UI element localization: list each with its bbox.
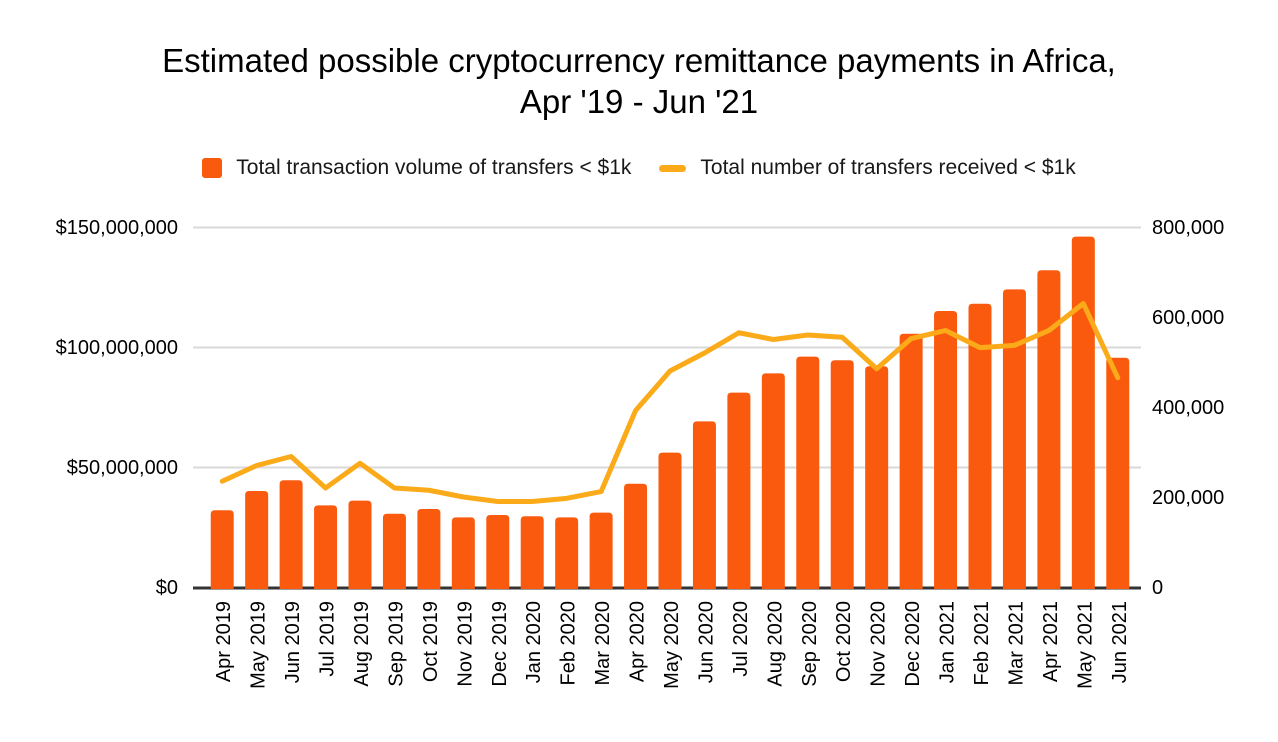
chart-title-line2: Apr '19 - Jun '21	[519, 83, 759, 120]
transfers-count-line	[219, 301, 1121, 504]
x-axis-month-label: Jul 2019	[317, 601, 339, 677]
x-axis-month-label: Jun 2020	[695, 601, 717, 683]
x-axis-month-label: Jun 2019	[282, 601, 304, 683]
bar-mar-2020	[589, 512, 613, 589]
legend-item-count: Total number of transfers received < $1k	[659, 156, 1076, 180]
left-axis-tick-label: $50,000,000	[67, 457, 178, 479]
x-axis-month-label: Nov 2019	[454, 601, 476, 687]
x-axis-month-label: Dec 2020	[902, 601, 924, 687]
legend: Total transaction volume of transfers < …	[0, 156, 1278, 180]
bar-oct-2020	[830, 360, 854, 589]
right-axis-tick-label: 600,000	[1152, 307, 1224, 329]
bar-series-swatch-icon	[202, 158, 223, 178]
x-axis-month-label: Sep 2019	[385, 601, 407, 687]
x-axis-month-label: Apr 2020	[627, 601, 649, 682]
x-axis-month-label: Jul 2020	[730, 601, 752, 677]
x-axis-month-label: May 2019	[248, 601, 270, 689]
x-axis-month-label: Jan 2021	[937, 601, 959, 683]
legend-item-volume: Total transaction volume of transfers < …	[202, 156, 631, 180]
x-axis-month-label: May 2021	[1074, 601, 1096, 689]
bar-feb-2020	[555, 517, 579, 589]
x-axis-month-label: Jan 2020	[523, 601, 545, 683]
bar-jun-2021	[1106, 357, 1130, 589]
bar-apr-2019	[210, 510, 234, 589]
x-axis-month-label: Jun 2021	[1109, 601, 1131, 683]
bar-jun-2020	[692, 421, 716, 589]
bar-jul-2020	[727, 392, 751, 589]
bar-nov-2019	[451, 517, 475, 589]
x-axis-month-label: Feb 2020	[558, 601, 580, 686]
bar-oct-2019	[417, 509, 441, 589]
legend-label-volume: Total transaction volume of transfers < …	[236, 156, 632, 179]
bar-jan-2020	[520, 516, 544, 589]
bar-jul-2019	[314, 505, 338, 589]
x-axis-month-label: Apr 2021	[1040, 601, 1062, 682]
x-axis-month-label: Apr 2019	[213, 601, 235, 682]
bar-feb-2021	[968, 303, 992, 589]
left-axis-tick-label: $100,000,000	[56, 337, 178, 359]
bar-may-2021	[1071, 236, 1095, 589]
bar-apr-2021	[1037, 270, 1061, 589]
bar-jan-2021	[934, 311, 958, 589]
bar-dec-2019	[486, 515, 510, 589]
left-axis-tick-label: $150,000,000	[56, 217, 178, 239]
x-axis-month-label: Nov 2020	[868, 601, 890, 687]
bar-sep-2019	[382, 513, 406, 589]
bar-apr-2020	[624, 483, 648, 589]
bar-may-2019	[245, 491, 269, 589]
x-axis-month-label: Mar 2021	[1005, 601, 1027, 686]
x-axis-month-label: Dec 2019	[489, 601, 511, 687]
x-axis-month-label: Aug 2020	[764, 601, 786, 687]
bar-mar-2021	[1002, 289, 1026, 589]
bar-sep-2020	[796, 356, 820, 589]
x-axis-month-label: Aug 2019	[351, 601, 373, 687]
right-axis-tick-label: 0	[1152, 577, 1163, 599]
right-axis-tick-label: 800,000	[1152, 217, 1224, 239]
right-axis-tick-label: 200,000	[1152, 487, 1224, 509]
x-axis-month-label: Oct 2019	[420, 601, 442, 682]
bar-may-2020	[658, 452, 682, 589]
bar-aug-2020	[761, 373, 785, 589]
x-axis-month-label: Oct 2020	[833, 601, 855, 682]
x-axis-month-label: May 2020	[661, 601, 683, 689]
x-axis-month-label: Mar 2020	[592, 601, 614, 686]
left-axis-tick-label: $0	[156, 577, 178, 599]
line-series-swatch-icon	[659, 164, 687, 172]
x-axis-month-label: Sep 2020	[799, 601, 821, 687]
chart-title-line1: Estimated possible cryptocurrency remitt…	[162, 42, 1116, 79]
bar-dec-2020	[899, 333, 923, 589]
legend-label-count: Total number of transfers received < $1k	[700, 156, 1076, 179]
bar-aug-2019	[348, 500, 372, 589]
right-axis-tick-label: 400,000	[1152, 397, 1224, 419]
bar-jun-2019	[279, 480, 303, 589]
x-axis-month-label: Feb 2021	[971, 601, 993, 686]
chart-title: Estimated possible cryptocurrency remitt…	[0, 40, 1278, 122]
bar-nov-2020	[865, 366, 889, 589]
